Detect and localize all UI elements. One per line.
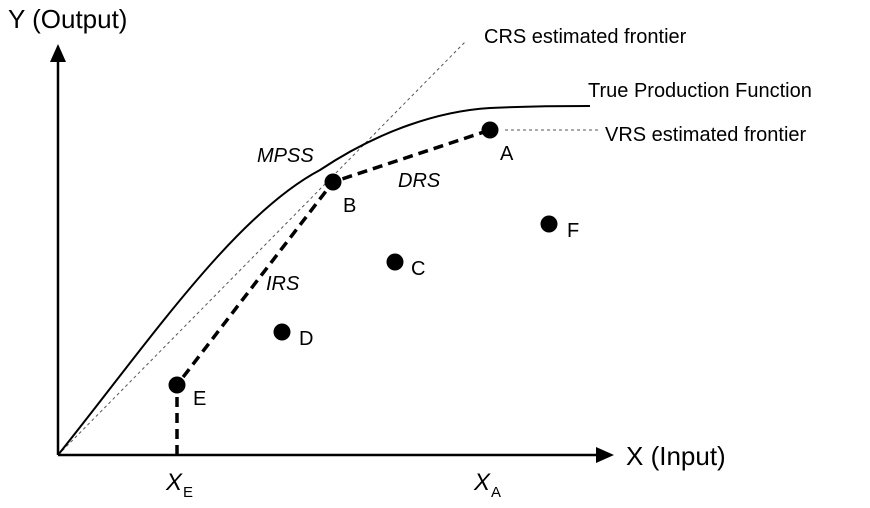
point-c: [386, 253, 404, 271]
point-f: [540, 215, 558, 233]
irs-label: IRS: [266, 273, 300, 295]
point-d-label: D: [299, 328, 313, 350]
xa-marker-subscript: A: [491, 484, 501, 501]
true-production-curve: [57, 105, 591, 456]
point-b: [324, 173, 342, 191]
xe-marker-label: X: [165, 469, 183, 496]
point-e: [168, 376, 186, 394]
y-axis-arrowhead: [50, 44, 66, 62]
point-d: [273, 323, 291, 341]
xa-marker-base: X: [473, 469, 491, 496]
point-b-label: B: [343, 195, 356, 217]
xe-marker-base: X: [165, 469, 183, 496]
point-a: [481, 121, 499, 139]
xe-marker-subscript: E: [183, 484, 193, 501]
crs-frontier-line: [57, 41, 466, 456]
point-e-label: E: [193, 388, 206, 410]
point-a-label: A: [500, 143, 514, 165]
vrs-frontier-segments: [175, 128, 491, 455]
x-axis-arrowhead: [596, 447, 614, 463]
drs-label: DRS: [398, 170, 441, 192]
x-axis-title: X (Input): [626, 441, 726, 471]
point-f-label: F: [567, 220, 579, 242]
mpss-label: MPSS: [257, 145, 314, 167]
crs-frontier-label: CRS estimated frontier: [484, 26, 687, 48]
vrs-frontier-label: VRS estimated frontier: [605, 124, 807, 146]
true-production-label: True Production Function: [588, 80, 812, 102]
point-c-label: C: [411, 258, 425, 280]
y-axis-title: Y (Output): [8, 4, 127, 34]
xa-marker-label: X: [473, 469, 491, 496]
